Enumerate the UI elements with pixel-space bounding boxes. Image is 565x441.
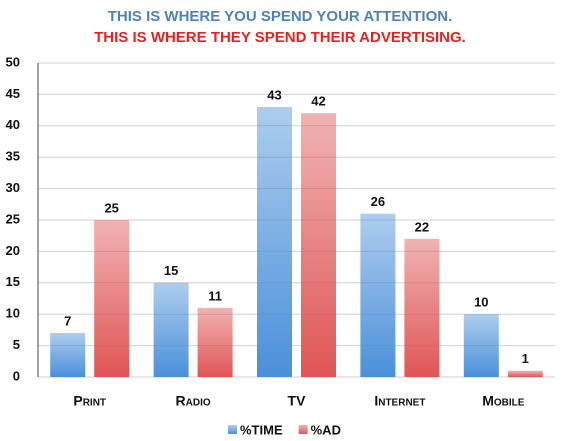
legend-label: %AD xyxy=(311,422,341,437)
y-tick-label: 50 xyxy=(6,54,20,69)
y-tick-label: 25 xyxy=(6,211,20,226)
data-label: 26 xyxy=(371,194,385,209)
data-label: 15 xyxy=(164,263,178,278)
x-tick-label: Internet xyxy=(374,393,425,409)
y-tick-label: 20 xyxy=(6,243,20,258)
bar xyxy=(463,314,499,377)
data-label: 1 xyxy=(522,351,529,366)
y-tick-label: 5 xyxy=(13,337,20,352)
bar xyxy=(197,307,233,377)
data-label: 42 xyxy=(311,94,325,109)
data-label: 25 xyxy=(104,200,118,215)
bar xyxy=(153,282,189,377)
data-label: 7 xyxy=(64,313,71,328)
y-tick-label: 10 xyxy=(6,306,20,321)
x-tick-label: Print xyxy=(73,393,106,409)
legend-swatch xyxy=(298,425,308,434)
bar xyxy=(507,370,543,377)
y-tick-label: 35 xyxy=(6,149,20,164)
bar xyxy=(301,113,336,378)
x-tick-label: Mobile xyxy=(482,393,525,409)
legend-swatch xyxy=(228,425,237,434)
data-label: 22 xyxy=(415,219,429,234)
y-tick-label: 15 xyxy=(6,274,20,289)
data-label: 11 xyxy=(208,288,222,303)
bar xyxy=(94,220,130,377)
y-tick-label: 40 xyxy=(6,117,20,132)
bar xyxy=(404,238,440,377)
data-label: 10 xyxy=(474,295,488,310)
chart-subtitle: THIS IS WHERE THEY SPEND THEIR ADVERTISI… xyxy=(94,29,466,46)
legend-label: %TIME xyxy=(240,422,283,437)
y-tick-label: 0 xyxy=(13,368,20,383)
bar xyxy=(257,106,292,378)
data-label: 43 xyxy=(267,87,281,102)
chart-title: THIS IS WHERE YOU SPEND YOUR ATTENTION. xyxy=(108,8,452,25)
x-tick-label: Radio xyxy=(176,393,211,409)
x-tick-label: TV xyxy=(288,393,307,409)
y-tick-label: 45 xyxy=(6,86,20,101)
bar xyxy=(360,213,396,377)
y-tick-label: 30 xyxy=(6,180,20,195)
bar xyxy=(50,333,86,377)
